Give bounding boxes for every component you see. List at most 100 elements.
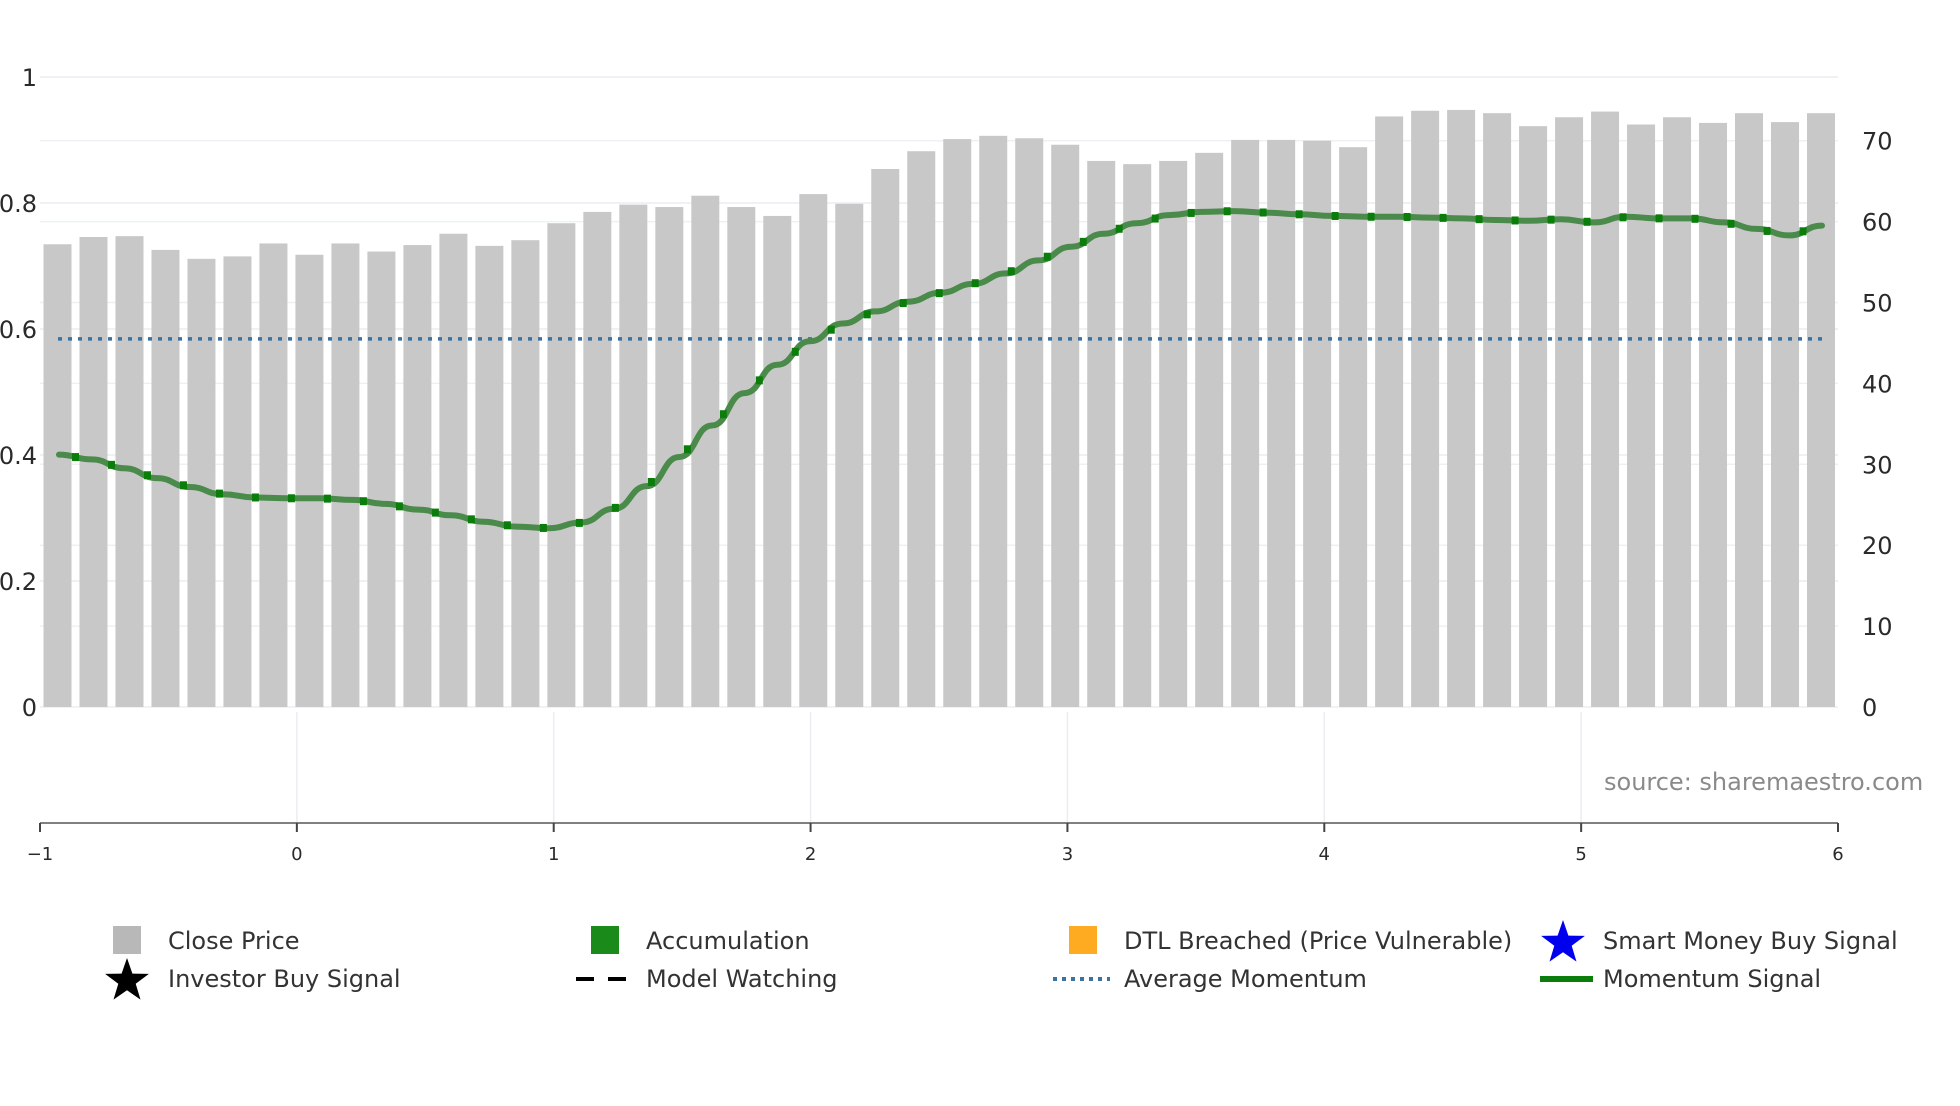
right-axis-tick-label: 10 — [1862, 613, 1893, 641]
square-swatch-icon — [591, 926, 619, 954]
solid-line-icon — [1540, 976, 1593, 982]
dashed-line-icon — [576, 977, 632, 981]
close-price-bar — [223, 256, 252, 707]
momentum-marker — [143, 471, 151, 480]
legend-item-average-momentum[interactable]: Average Momentum — [1052, 961, 1412, 997]
momentum-marker — [1223, 207, 1231, 216]
close-price-bar — [763, 215, 792, 707]
close-price-bar — [1087, 160, 1116, 708]
momentum-marker — [755, 376, 763, 385]
momentum-marker — [1115, 224, 1123, 233]
left-axis-labels: 0 0.2 0.4 0.6 0.8 1 — [0, 64, 37, 722]
close-price-bar — [799, 194, 828, 707]
momentum-marker — [467, 515, 475, 524]
legend-item-close-price[interactable]: Close Price — [110, 923, 410, 959]
close-price-bar — [583, 211, 612, 707]
close-price-bar — [979, 135, 1008, 707]
left-axis-tick-label: 0.6 — [0, 316, 37, 344]
momentum-marker — [1331, 212, 1339, 221]
x-gridlines — [296, 712, 1582, 823]
close-price-bar — [1411, 110, 1440, 708]
legend-label: Close Price — [168, 927, 300, 955]
legend-item-momentum-signal[interactable]: Momentum Signal — [1540, 961, 1960, 997]
close-price-bar — [1015, 138, 1044, 707]
momentum-marker — [1727, 219, 1735, 228]
close-price-bar — [511, 240, 540, 707]
legend-label: Momentum Signal — [1603, 965, 1822, 993]
close-price-bar — [691, 195, 720, 707]
legend-item-smart-money-buy-signal[interactable]: Smart Money Buy Signal — [1540, 920, 1960, 962]
close-price-bar — [187, 258, 216, 707]
momentum-marker — [899, 299, 907, 308]
close-price-bar — [439, 233, 468, 708]
close-price-bar — [1483, 113, 1512, 708]
momentum-marker — [791, 347, 799, 356]
close-price-bar — [1591, 111, 1620, 708]
close-price-bar — [295, 254, 324, 708]
left-axis-tick-label: 1 — [22, 64, 37, 92]
momentum-marker — [1403, 212, 1411, 221]
close-price-bar — [727, 207, 756, 707]
close-price-bar — [907, 151, 936, 708]
momentum-marker — [1583, 217, 1591, 226]
momentum-marker — [863, 310, 871, 319]
momentum-marker — [1079, 237, 1087, 246]
close-price-bar — [1735, 113, 1764, 708]
momentum-marker — [179, 481, 187, 490]
legend-label: Average Momentum — [1124, 965, 1367, 993]
close-price-bar — [403, 245, 432, 707]
momentum-marker — [719, 410, 727, 419]
momentum-marker — [1367, 212, 1375, 221]
x-axis-tick-label: 1 — [548, 844, 559, 865]
left-axis-tick-label: 0.2 — [0, 568, 37, 596]
star-icon — [105, 958, 149, 1000]
legend-label: Accumulation — [646, 927, 810, 955]
momentum-marker — [1655, 214, 1663, 223]
momentum-marker — [1619, 213, 1627, 222]
momentum-marker — [1439, 213, 1447, 222]
square-swatch-icon — [1069, 926, 1097, 954]
momentum-marker — [683, 445, 691, 454]
close-price-bar — [1123, 164, 1152, 707]
legend-item-model-watching[interactable]: Model Watching — [574, 961, 894, 997]
right-axis-tick-label: 30 — [1862, 451, 1893, 479]
star-icon — [1541, 920, 1585, 962]
right-axis-tick-label: 60 — [1862, 209, 1893, 237]
close-price-bar — [547, 223, 576, 707]
x-axis-tick-label: 5 — [1575, 844, 1586, 865]
x-axis-ticks: −1 0 1 2 3 4 5 6 — [27, 823, 1844, 865]
momentum-marker — [1547, 215, 1555, 224]
close-price-bar — [367, 251, 396, 707]
close-price-bar — [79, 236, 108, 707]
momentum-marker — [539, 523, 547, 532]
legend-item-investor-buy-signal[interactable]: Investor Buy Signal — [104, 958, 424, 1000]
momentum-gap-markers — [71, 207, 1807, 532]
x-axis-tick-label: 4 — [1319, 844, 1330, 865]
legend-label: Smart Money Buy Signal — [1603, 927, 1898, 955]
momentum-marker — [107, 460, 115, 469]
legend-item-dtl-breached[interactable]: DTL Breached (Price Vulnerable) — [1066, 923, 1546, 959]
close-price-bar — [43, 244, 72, 707]
source-note: source: sharemaestro.com — [1604, 768, 1924, 796]
left-axis-tick-label: 0 — [22, 694, 37, 722]
momentum-marker — [1295, 210, 1303, 219]
close-price-bar — [1699, 122, 1728, 708]
close-price-bar — [835, 203, 864, 707]
right-axis-labels: 0 10 20 30 40 50 60 70 — [1862, 128, 1893, 722]
momentum-marker — [1799, 227, 1807, 236]
close-price-bar — [1627, 124, 1656, 707]
momentum-marker — [1187, 208, 1195, 217]
momentum-marker — [1511, 216, 1519, 225]
close-price-bar — [475, 245, 504, 707]
momentum-marker — [1763, 226, 1771, 235]
momentum-marker — [71, 453, 79, 462]
square-swatch-icon — [113, 926, 141, 954]
momentum-marker — [1259, 208, 1267, 217]
close-price-bar — [1051, 144, 1080, 707]
legend-label: Model Watching — [646, 965, 838, 993]
momentum-marker — [827, 325, 835, 334]
legend-item-accumulation[interactable]: Accumulation — [588, 923, 888, 959]
left-axis-tick-label: 0.4 — [0, 442, 37, 470]
